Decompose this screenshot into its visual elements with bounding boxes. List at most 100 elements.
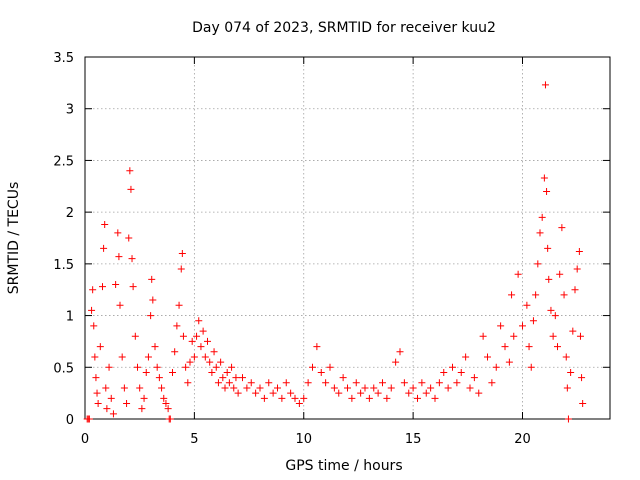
data-point — [525, 343, 533, 351]
data-point — [541, 81, 549, 89]
data-point — [457, 368, 465, 376]
data-point — [274, 384, 281, 392]
data-point — [100, 244, 108, 252]
data-points — [83, 81, 587, 423]
axis-ticks — [84, 56, 610, 420]
data-point — [269, 389, 277, 397]
data-point — [352, 379, 360, 387]
data-point — [118, 353, 126, 361]
x-tick-label: 10 — [295, 432, 312, 447]
y-tick-label: 2 — [66, 206, 74, 221]
data-point — [85, 415, 93, 423]
data-point — [243, 384, 251, 392]
data-point — [140, 394, 148, 402]
data-point — [300, 394, 308, 402]
data-point — [387, 384, 395, 392]
data-point — [93, 389, 101, 397]
data-point — [510, 332, 518, 340]
data-point — [92, 374, 100, 382]
data-point — [435, 379, 443, 387]
data-point — [578, 374, 586, 382]
data-point — [514, 270, 522, 278]
data-point — [431, 394, 439, 402]
data-point — [107, 394, 115, 402]
data-point — [134, 363, 141, 371]
data-point — [217, 358, 225, 366]
data-point — [158, 384, 166, 392]
data-point — [370, 384, 378, 392]
data-point — [361, 384, 369, 392]
data-point — [505, 358, 513, 366]
y-tick-label: 0 — [66, 413, 74, 428]
data-point — [335, 389, 343, 397]
data-point — [230, 384, 238, 392]
data-point — [287, 389, 295, 397]
data-point — [466, 384, 474, 392]
data-point — [252, 389, 260, 397]
chart-title: Day 074 of 2023, SRMTID for receiver kuu… — [192, 20, 496, 36]
data-point — [127, 185, 135, 193]
data-point — [208, 368, 216, 376]
data-point — [488, 379, 496, 387]
data-point — [562, 353, 570, 361]
data-point — [396, 348, 404, 356]
data-point — [153, 363, 161, 371]
data-point — [186, 358, 194, 366]
data-point — [558, 224, 566, 232]
data-point — [484, 353, 491, 361]
data-point — [219, 374, 227, 382]
data-point — [479, 332, 487, 340]
data-point — [90, 322, 98, 330]
x-tick-label: 0 — [81, 432, 89, 447]
data-point — [409, 384, 417, 392]
data-point — [414, 394, 421, 402]
data-point — [204, 337, 211, 345]
data-point — [282, 379, 290, 387]
data-point — [564, 415, 572, 423]
data-point — [427, 384, 435, 392]
data-point — [171, 348, 179, 356]
data-point — [536, 229, 544, 237]
data-point — [554, 343, 561, 351]
data-point — [214, 379, 222, 387]
data-point — [190, 353, 198, 361]
data-point — [497, 322, 505, 330]
data-point — [223, 368, 231, 376]
data-point — [164, 405, 172, 413]
data-point — [162, 399, 170, 407]
data-point — [102, 384, 110, 392]
data-point — [519, 322, 526, 330]
data-point — [188, 337, 196, 345]
data-point — [405, 389, 413, 397]
data-point — [193, 332, 201, 340]
data-point — [173, 322, 181, 330]
data-point — [169, 368, 176, 376]
data-point — [94, 399, 102, 407]
data-point — [304, 379, 312, 387]
data-point — [225, 379, 233, 387]
data-point — [540, 174, 548, 182]
data-point — [560, 291, 568, 299]
data-point — [330, 384, 338, 392]
data-point — [131, 332, 139, 340]
data-point — [534, 260, 542, 268]
data-point — [128, 255, 136, 263]
x-axis-label: GPS time / hours — [285, 458, 402, 474]
x-tick-label: 5 — [190, 432, 198, 447]
data-point — [239, 374, 246, 382]
data-point — [551, 312, 559, 320]
data-point — [383, 394, 391, 402]
x-tick-labels: 0 5 10 15 20 — [81, 432, 531, 447]
data-point — [166, 415, 174, 423]
data-point — [210, 348, 218, 356]
data-point — [573, 265, 581, 273]
grid-lines — [85, 57, 610, 419]
data-point — [563, 384, 571, 392]
data-point — [317, 368, 325, 376]
data-point — [148, 275, 156, 283]
data-point — [576, 332, 584, 340]
data-point — [177, 265, 185, 273]
data-point — [126, 167, 134, 175]
